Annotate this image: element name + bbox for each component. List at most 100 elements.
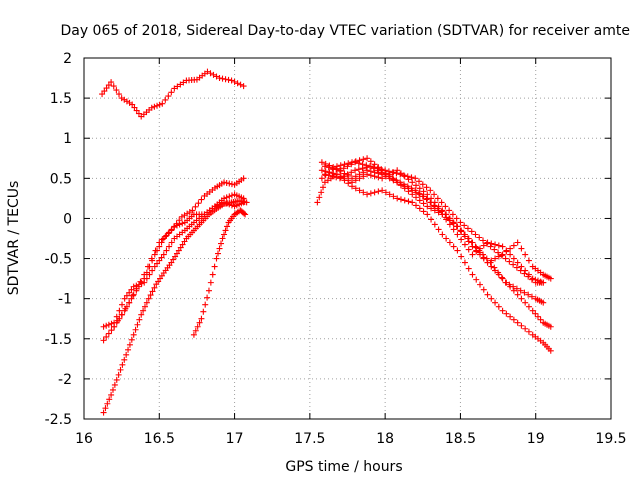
data-point xyxy=(242,211,249,218)
data-point xyxy=(480,286,487,293)
data-point xyxy=(324,177,331,184)
data-point xyxy=(510,242,517,249)
data-point xyxy=(126,299,133,306)
data-point xyxy=(473,248,480,255)
data-point xyxy=(503,247,510,254)
data-point xyxy=(510,261,517,268)
data-point xyxy=(131,104,138,111)
data-point xyxy=(196,319,203,326)
data-point xyxy=(177,81,184,88)
data-point xyxy=(162,96,169,103)
data-point xyxy=(165,230,172,237)
data-point xyxy=(172,253,179,260)
data-point xyxy=(352,185,359,192)
data-point xyxy=(438,208,445,215)
data-point xyxy=(510,316,517,323)
data-point xyxy=(121,295,128,302)
data-point xyxy=(348,169,355,176)
data-point xyxy=(159,100,166,107)
data-point xyxy=(404,173,411,180)
data-point xyxy=(355,166,362,173)
data-point xyxy=(162,233,169,240)
data-point xyxy=(336,175,343,182)
data-point xyxy=(198,196,205,203)
data-point xyxy=(189,207,196,214)
data-point xyxy=(499,307,506,314)
data-point xyxy=(228,77,235,84)
data-point xyxy=(113,376,120,383)
data-point xyxy=(337,168,344,175)
data-point xyxy=(348,161,355,168)
data-point xyxy=(464,225,471,232)
data-point xyxy=(420,200,427,207)
x-tick-label: 19 xyxy=(527,431,545,447)
data-point xyxy=(424,211,431,218)
data-point xyxy=(200,308,207,315)
data-point xyxy=(480,242,487,249)
data-point xyxy=(492,255,499,262)
data-point xyxy=(221,195,228,202)
series-track-9 xyxy=(318,167,554,354)
data-point xyxy=(442,211,449,218)
data-point xyxy=(100,409,107,416)
data-point xyxy=(499,251,506,258)
data-point xyxy=(103,322,110,329)
data-point xyxy=(101,88,108,95)
data-point xyxy=(453,215,460,222)
data-point xyxy=(408,174,415,181)
data-point xyxy=(168,227,175,234)
data-point xyxy=(158,254,165,261)
data-point xyxy=(152,247,159,254)
data-point xyxy=(449,219,456,226)
data-point xyxy=(345,160,352,167)
data-point xyxy=(130,283,137,290)
data-point xyxy=(121,356,128,363)
data-point xyxy=(495,249,502,256)
data-point xyxy=(439,231,446,238)
data-point xyxy=(149,267,156,274)
data-point xyxy=(382,170,389,177)
data-point xyxy=(173,220,180,227)
data-point xyxy=(156,257,163,264)
x-axis-label: GPS time / hours xyxy=(285,459,402,475)
data-point xyxy=(103,333,110,340)
y-tick-label: 2 xyxy=(63,51,72,67)
data-point xyxy=(151,263,158,270)
data-point xyxy=(156,101,163,108)
data-point xyxy=(484,291,491,298)
data-point xyxy=(129,101,136,108)
data-point xyxy=(537,278,544,285)
data-point xyxy=(480,251,487,258)
data-point xyxy=(364,191,371,198)
data-point xyxy=(540,299,547,306)
data-point xyxy=(446,239,453,246)
data-point xyxy=(400,181,407,188)
data-point xyxy=(325,172,332,179)
data-point xyxy=(393,170,400,177)
data-point xyxy=(461,222,468,229)
data-point xyxy=(461,241,468,248)
data-point xyxy=(111,323,118,330)
y-tick-label: -1 xyxy=(58,292,72,308)
data-point xyxy=(517,287,524,294)
data-point xyxy=(143,275,150,282)
data-point xyxy=(170,224,177,231)
data-point xyxy=(427,199,434,206)
series-track-8 xyxy=(318,159,554,330)
data-point xyxy=(431,191,438,198)
data-point xyxy=(177,244,184,251)
data-point xyxy=(176,217,183,224)
data-point xyxy=(147,292,154,299)
data-point xyxy=(547,323,554,330)
data-point xyxy=(424,195,431,202)
data-point xyxy=(318,175,325,182)
data-point xyxy=(216,245,223,252)
data-point xyxy=(175,247,182,254)
data-point xyxy=(125,346,132,353)
data-point xyxy=(518,295,525,302)
data-point xyxy=(123,292,130,299)
data-point xyxy=(113,313,120,320)
data-point xyxy=(428,216,435,223)
data-point xyxy=(140,307,147,314)
data-point xyxy=(123,351,130,358)
